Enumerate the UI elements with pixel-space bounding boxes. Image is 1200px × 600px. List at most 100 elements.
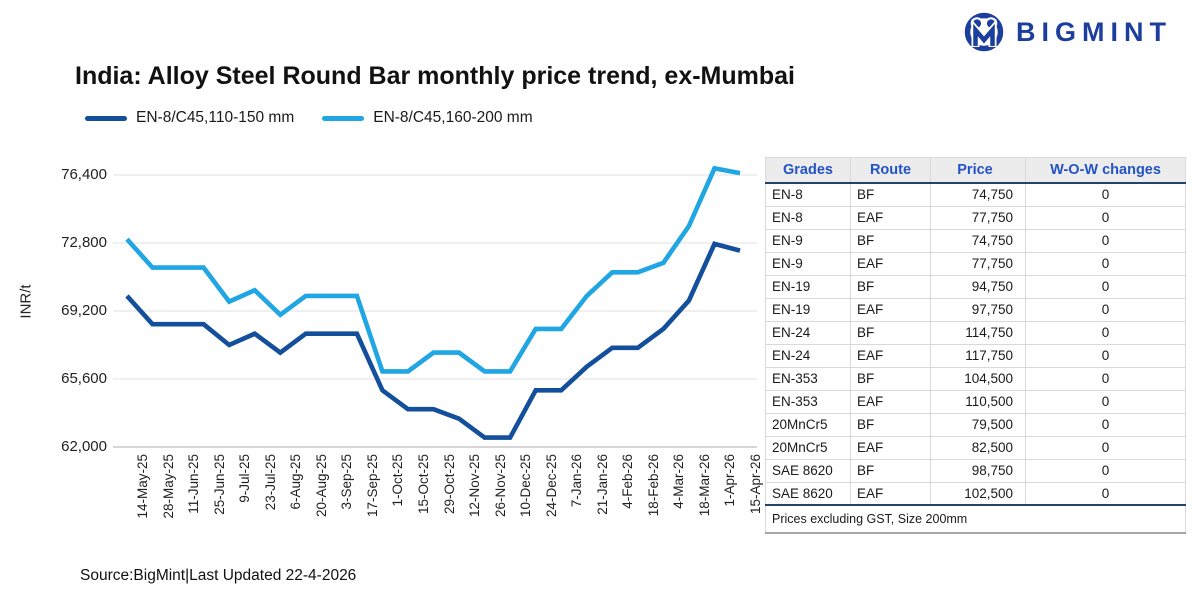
x-tick-label: 25-Jun-25 [211,454,227,515]
x-tick-label: 1-Apr-26 [722,454,738,507]
price-cell: 102,500 [930,482,1026,506]
wow-change-cell: 0 [1025,390,1186,414]
x-tick-label: 4-Mar-26 [671,454,687,509]
wow-change-cell: 0 [1025,229,1186,253]
price-cell: 104,500 [930,367,1026,391]
wow-change-cell: 0 [1025,413,1186,437]
y-tick-label: 62,000 [61,438,107,455]
price-cell: 74,750 [930,229,1026,253]
x-tick-label: 14-May-25 [135,454,150,519]
price-cell: 97,750 [930,298,1026,322]
x-tick-label: 17-Sep-25 [364,454,380,518]
x-tick-label: 11-Jun-25 [186,454,202,514]
grade-cell: EN-24 [765,344,851,368]
grades-price-table: Grades Route Price W-O-W changes EN-8 BF 74,7… [765,157,1186,534]
route-cell: BF [850,183,931,207]
grade-cell: 20MnCr5 [765,413,851,437]
table-row: EN-19 EAF 97,750 0 [765,298,1186,322]
bigmint-logo: BIGMINT [962,10,1172,54]
route-cell: EAF [850,252,931,276]
route-cell: EAF [850,344,931,368]
price-cell: 74,750 [930,183,1026,207]
wow-change-cell: 0 [1025,459,1186,483]
route-cell: BF [850,229,931,253]
column-header-route: Route [850,157,931,184]
wow-change-cell: 0 [1025,298,1186,322]
y-tick-label: 69,200 [61,302,107,319]
table-row: EN-353 EAF 110,500 0 [765,390,1186,414]
legend-label: EN-8/C45,110-150 mm [136,109,295,126]
route-cell: BF [850,321,931,345]
column-header-grades: Grades [765,157,851,184]
x-tick-label: 1-Oct-25 [390,454,406,507]
grade-cell: EN-8 [765,206,851,230]
price-cell: 114,750 [930,321,1026,345]
x-tick-label: 10-Dec-25 [518,454,534,518]
grade-cell: EN-353 [765,367,851,391]
wow-change-cell: 0 [1025,275,1186,299]
table-row: 20MnCr5 EAF 82,500 0 [765,436,1186,460]
y-tick-label: 76,400 [61,166,107,183]
price-cell: 79,500 [930,413,1026,437]
wow-change-cell: 0 [1025,321,1186,345]
legend-item-160-200mm: EN-8/C45,160-200 mm [322,109,533,127]
price-table-footnote: Prices excluding GST, Size 200mm [765,505,1186,534]
y-tick-label: 65,600 [61,370,107,387]
bigmint-logo-text: BIGMINT [1016,16,1172,47]
route-cell: BF [850,367,931,391]
route-cell: EAF [850,482,931,506]
table-row: SAE 8620 EAF 102,500 0 [765,482,1186,506]
column-header-price: Price [930,157,1026,184]
series-line-1 [125,165,741,374]
route-cell: BF [850,413,931,437]
grade-cell: EN-19 [765,275,851,299]
table-row: EN-353 BF 104,500 0 [765,367,1186,391]
x-tick-label: 18-Mar-26 [696,454,712,517]
route-cell: EAF [850,206,931,230]
table-row: EN-8 EAF 77,750 0 [765,206,1186,230]
x-tick-label: 20-Aug-25 [313,454,329,518]
x-tick-label: 21-Jan-26 [594,454,610,515]
wow-change-cell: 0 [1025,436,1186,460]
x-tick-label: 24-Dec-25 [543,454,559,518]
y-axis-title: INR/t [17,284,35,319]
legend-label: EN-8/C45,160-200 mm [373,109,533,126]
price-cell: 82,500 [930,436,1026,460]
price-cell: 77,750 [930,206,1026,230]
route-cell: EAF [850,298,931,322]
grade-cell: EN-353 [765,390,851,414]
x-tick-label: 18-Feb-26 [645,454,661,517]
grade-cell: EN-19 [765,298,851,322]
series-line-0 [125,241,741,440]
grade-cell: 20MnCr5 [765,436,851,460]
table-row: EN-24 BF 114,750 0 [765,321,1186,345]
x-tick-label: 28-May-25 [160,454,176,519]
x-tick-label: 7-Jan-26 [569,454,585,508]
x-tick-label: 23-Jul-25 [262,454,278,511]
x-tick-label: 6-Aug-25 [288,454,304,510]
table-row: EN-8 BF 74,750 0 [765,183,1186,207]
bigmint-logo-icon [964,12,1004,52]
chart-title: India: Alloy Steel Round Bar monthly pri… [75,62,795,90]
price-cell: 110,500 [930,390,1026,414]
grade-cell: EN-9 [765,229,851,253]
x-tick-label: 26-Nov-25 [492,454,508,518]
column-header-w-o-w-changes: W-O-W changes [1025,157,1186,184]
legend-swatch-light-blue [322,115,365,121]
wow-change-cell: 0 [1025,344,1186,368]
wow-change-cell: 0 [1025,252,1186,276]
price-cell: 98,750 [930,459,1026,483]
table-row: EN-19 BF 94,750 0 [765,275,1186,299]
chart-legend: EN-8/C45,110-150 mm EN-8/C45,160-200 mm [85,109,533,127]
price-table-header: Grades Route Price W-O-W changes [765,157,1186,184]
wow-change-cell: 0 [1025,183,1186,207]
wow-change-cell: 0 [1025,482,1186,506]
route-cell: BF [850,275,931,299]
table-row: EN-24 EAF 117,750 0 [765,344,1186,368]
x-tick-label: 12-Nov-25 [467,454,483,518]
wow-change-cell: 0 [1025,367,1186,391]
x-tick-label: 9-Jul-25 [237,454,253,503]
wow-change-cell: 0 [1025,206,1186,230]
